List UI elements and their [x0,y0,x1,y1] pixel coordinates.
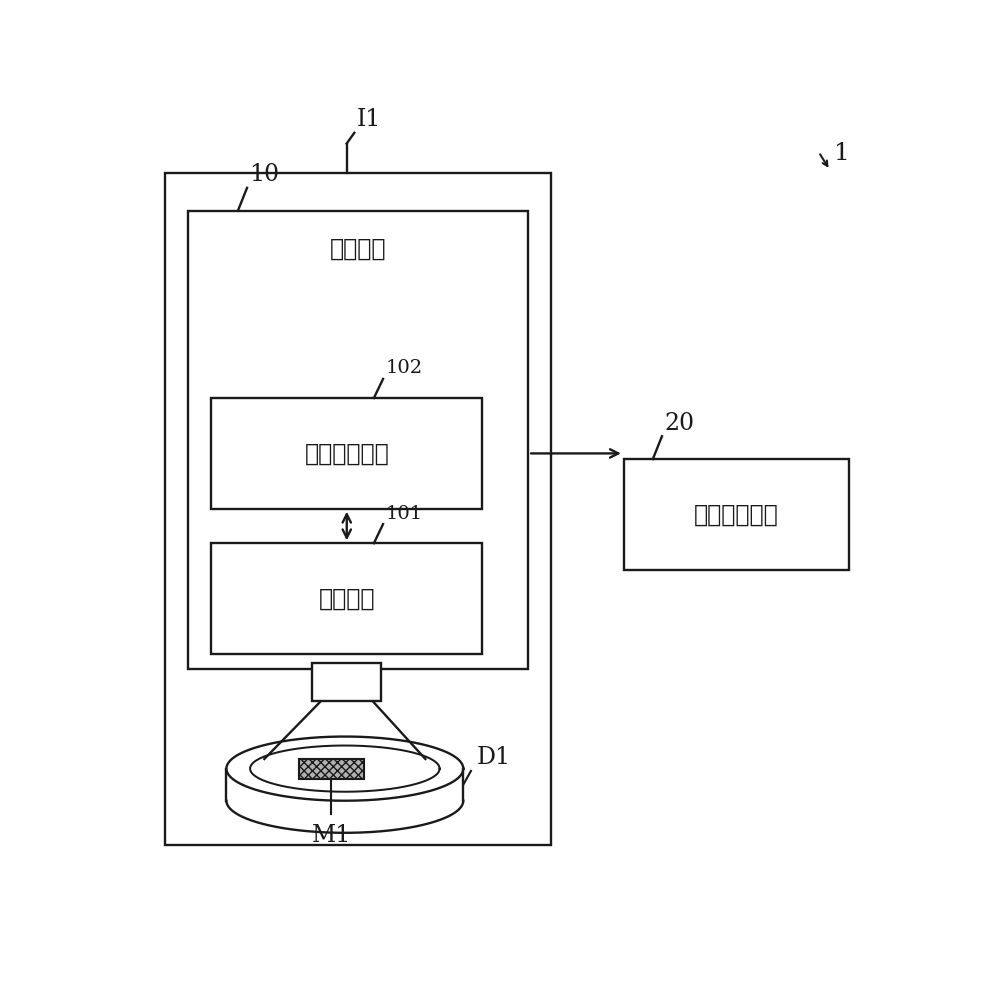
Text: 10: 10 [249,163,279,186]
Bar [624,459,849,570]
Bar [211,398,482,509]
Text: 102: 102 [386,359,422,377]
Bar [313,663,382,701]
Text: 101: 101 [386,505,422,523]
Bar [211,543,482,654]
Text: 成像控制单元: 成像控制单元 [305,441,389,465]
Bar [166,173,551,845]
Bar [188,211,528,669]
Text: 成像单元: 成像单元 [318,587,375,611]
Text: 信息处理装置: 信息处理装置 [694,503,779,527]
Text: I1: I1 [357,108,381,131]
Text: M1: M1 [312,824,351,847]
Bar [299,759,364,779]
Text: 成像装置: 成像装置 [330,237,387,261]
Text: 1: 1 [834,142,849,165]
Text: D1: D1 [477,746,511,769]
Text: 20: 20 [665,412,694,435]
